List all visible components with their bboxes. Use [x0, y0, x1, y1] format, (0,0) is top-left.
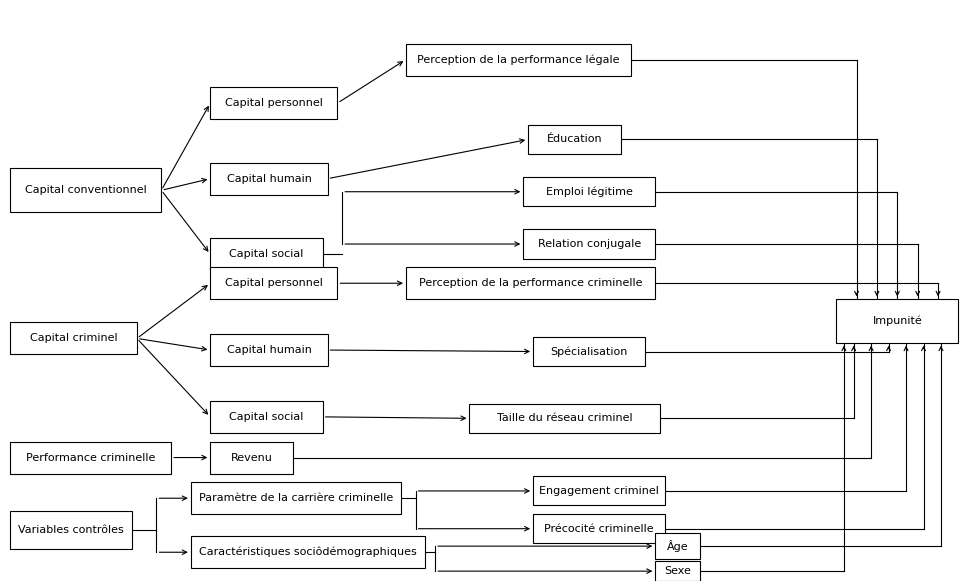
FancyBboxPatch shape	[210, 267, 337, 299]
Text: Capital personnel: Capital personnel	[225, 278, 322, 288]
FancyBboxPatch shape	[10, 511, 132, 549]
Text: Éducation: Éducation	[546, 134, 602, 145]
FancyBboxPatch shape	[655, 533, 700, 559]
Text: Caractéristiques sociôdémographiques: Caractéristiques sociôdémographiques	[199, 547, 416, 558]
FancyBboxPatch shape	[523, 229, 655, 259]
Text: Taille du réseau criminel: Taille du réseau criminel	[496, 413, 632, 424]
FancyBboxPatch shape	[469, 404, 659, 433]
Text: Précocité criminelle: Précocité criminelle	[543, 523, 654, 534]
FancyBboxPatch shape	[191, 536, 425, 568]
Text: Capital social: Capital social	[229, 249, 304, 259]
FancyBboxPatch shape	[835, 299, 957, 343]
FancyBboxPatch shape	[210, 401, 322, 433]
FancyBboxPatch shape	[210, 334, 327, 366]
Text: Emploi légitime: Emploi légitime	[545, 187, 632, 197]
FancyBboxPatch shape	[528, 125, 620, 154]
Text: Impunité: Impunité	[871, 315, 921, 327]
FancyBboxPatch shape	[523, 177, 655, 206]
Text: Revenu: Revenu	[231, 453, 273, 462]
FancyBboxPatch shape	[405, 44, 630, 76]
Text: Paramètre de la carrière criminelle: Paramètre de la carrière criminelle	[198, 493, 393, 503]
Text: Spécialisation: Spécialisation	[550, 346, 627, 357]
Text: Âge: Âge	[666, 540, 688, 552]
Text: Capital humain: Capital humain	[227, 174, 311, 184]
FancyBboxPatch shape	[10, 322, 137, 354]
FancyBboxPatch shape	[10, 168, 161, 212]
FancyBboxPatch shape	[210, 163, 327, 195]
Text: Performance criminelle: Performance criminelle	[25, 453, 155, 462]
FancyBboxPatch shape	[191, 482, 401, 514]
Text: Capital social: Capital social	[229, 412, 304, 422]
FancyBboxPatch shape	[405, 267, 655, 299]
FancyBboxPatch shape	[532, 337, 645, 366]
Text: Capital conventionnel: Capital conventionnel	[24, 185, 147, 195]
Text: Perception de la performance criminelle: Perception de la performance criminelle	[418, 278, 642, 288]
FancyBboxPatch shape	[10, 442, 171, 474]
Text: Variables contrôles: Variables contrôles	[18, 525, 124, 535]
Text: Engagement criminel: Engagement criminel	[538, 486, 658, 496]
FancyBboxPatch shape	[532, 514, 664, 543]
Text: Perception de la performance légale: Perception de la performance légale	[416, 54, 619, 65]
Text: Sexe: Sexe	[663, 566, 691, 576]
FancyBboxPatch shape	[210, 442, 293, 474]
Text: Capital humain: Capital humain	[227, 345, 311, 355]
Text: Capital criminel: Capital criminel	[29, 333, 117, 343]
FancyBboxPatch shape	[210, 238, 322, 270]
Text: Capital personnel: Capital personnel	[225, 98, 322, 108]
FancyBboxPatch shape	[210, 87, 337, 119]
FancyBboxPatch shape	[532, 476, 664, 505]
FancyBboxPatch shape	[655, 561, 700, 581]
Text: Relation conjugale: Relation conjugale	[537, 239, 640, 249]
